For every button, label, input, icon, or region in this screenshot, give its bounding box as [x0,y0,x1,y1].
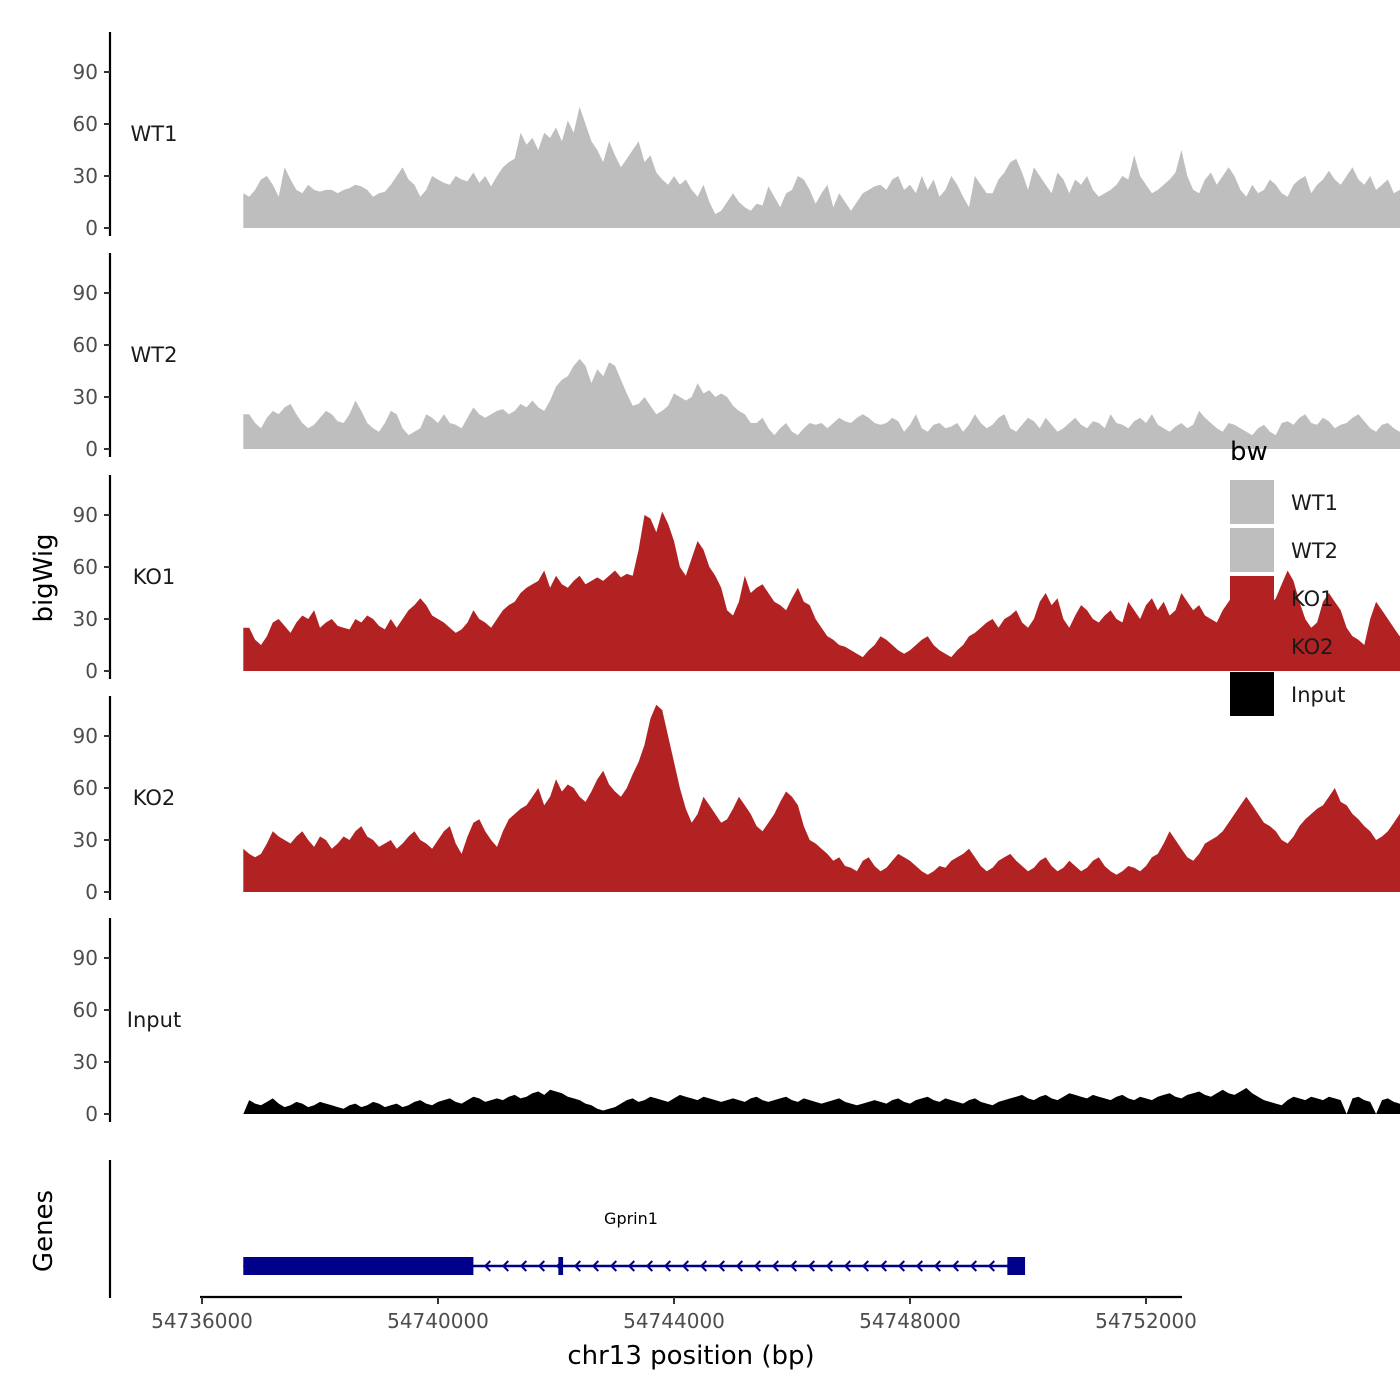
legend-label-input: Input [1291,683,1345,707]
y-tick-label: 90 [73,724,98,748]
track-label: WT1 [131,122,178,146]
legend-label-ko1: KO1 [1291,587,1334,611]
gene-exon [558,1257,564,1275]
legend: bw WT1 WT2 KO1 KO2 Input [1230,437,1345,716]
track-label: KO1 [133,565,176,589]
x-tick-label: 54740000 [387,1309,489,1333]
genes-axis-title: Genes [29,1190,59,1272]
strand-arrow [501,1260,510,1272]
y-tick-label: 30 [73,828,98,852]
gene-gprin1: Gprin1 [243,1209,1026,1275]
y-tick-label: 60 [73,776,98,800]
strand-arrow [825,1260,834,1272]
x-axis: 54736000 54740000 54744000 54748000 54752000 [151,1295,1197,1333]
strand-arrow [609,1260,618,1272]
track-input: 0 30 60 90 Input [73,918,1400,1126]
gene-label: Gprin1 [604,1209,658,1228]
gene-exon [243,1257,474,1275]
track-label: WT2 [131,343,178,367]
area-ko2 [243,704,1400,892]
y-tick-label: 30 [73,164,98,188]
strand-arrow [645,1260,654,1272]
track-wt2: 0 30 60 90 WT2 [73,253,1400,461]
y-tick-label: 0 [85,659,98,683]
legend-swatch-ko2 [1230,624,1274,668]
legend-title: bw [1230,437,1268,467]
legend-swatch-ko1 [1230,576,1274,620]
track-label: KO2 [133,786,176,810]
y-tick-label: 30 [73,385,98,409]
strand-arrow [789,1260,798,1272]
strand-arrow [519,1260,528,1272]
strand-arrow [861,1260,870,1272]
x-axis-title: chr13 position (bp) [567,1341,814,1371]
y-tick-label: 60 [73,998,98,1022]
y-tick-label: 90 [73,946,98,970]
y-tick-label: 30 [73,1050,98,1074]
strand-arrow [771,1260,780,1272]
strand-arrow [879,1260,888,1272]
area-ko1 [243,511,1400,671]
legend-swatch-wt1 [1230,480,1274,524]
strand-arrow [537,1260,546,1272]
legend-swatch-wt2 [1230,528,1274,572]
strand-arrow [699,1260,708,1272]
strand-arrow [573,1260,582,1272]
track-ko1: 0 30 60 90 KO1 [73,475,1400,683]
strand-arrow [951,1260,960,1272]
y-tick-label: 0 [85,880,98,904]
y-tick-label: 90 [73,281,98,305]
strand-arrow [753,1260,762,1272]
strand-arrow [717,1260,726,1272]
y-tick-label: 90 [73,60,98,84]
legend-swatch-input [1230,672,1274,716]
x-tick-label: 54744000 [623,1309,725,1333]
strand-arrow [915,1260,924,1272]
strand-arrow [933,1260,942,1272]
legend-label-wt1: WT1 [1291,491,1338,515]
strand-arrow [843,1260,852,1272]
strand-arrow [627,1260,636,1272]
tracks: 0 30 60 90 WT1 0 30 60 90 WT2 0 30 60 90 KO1 0 30 60 90 KO2… [73,32,1400,1126]
gene-panel: Gprin1 [108,1160,1026,1298]
strand-arrow [897,1260,906,1272]
y-axis-title: bigWig [29,533,59,622]
strand-arrow [483,1260,492,1272]
track-label: Input [127,1008,181,1032]
area-wt2 [243,358,1400,449]
y-tick-label: 0 [85,216,98,240]
y-tick-label: 60 [73,112,98,136]
legend-label-wt2: WT2 [1291,539,1338,563]
area-input [243,1088,1400,1114]
strand-arrow [591,1260,600,1272]
area-wt1 [243,106,1400,228]
track-ko2: 0 30 60 90 KO2 [73,696,1400,904]
y-tick-label: 60 [73,333,98,357]
y-tick-label: 60 [73,555,98,579]
strand-arrow [663,1260,672,1272]
gene-exon [1007,1257,1026,1275]
strand-arrow [681,1260,690,1272]
strand-arrow [807,1260,816,1272]
y-tick-label: 30 [73,607,98,631]
y-tick-label: 0 [85,437,98,461]
x-tick-label: 54748000 [859,1309,961,1333]
strand-arrow [969,1260,978,1272]
x-tick-label: 54752000 [1095,1309,1197,1333]
strand-arrow [735,1260,744,1272]
legend-label-ko2: KO2 [1291,635,1334,659]
x-tick-label: 54736000 [151,1309,253,1333]
y-tick-label: 0 [85,1102,98,1126]
strand-arrow [987,1260,996,1272]
track-wt1: 0 30 60 90 WT1 [73,32,1400,240]
y-tick-label: 90 [73,503,98,527]
